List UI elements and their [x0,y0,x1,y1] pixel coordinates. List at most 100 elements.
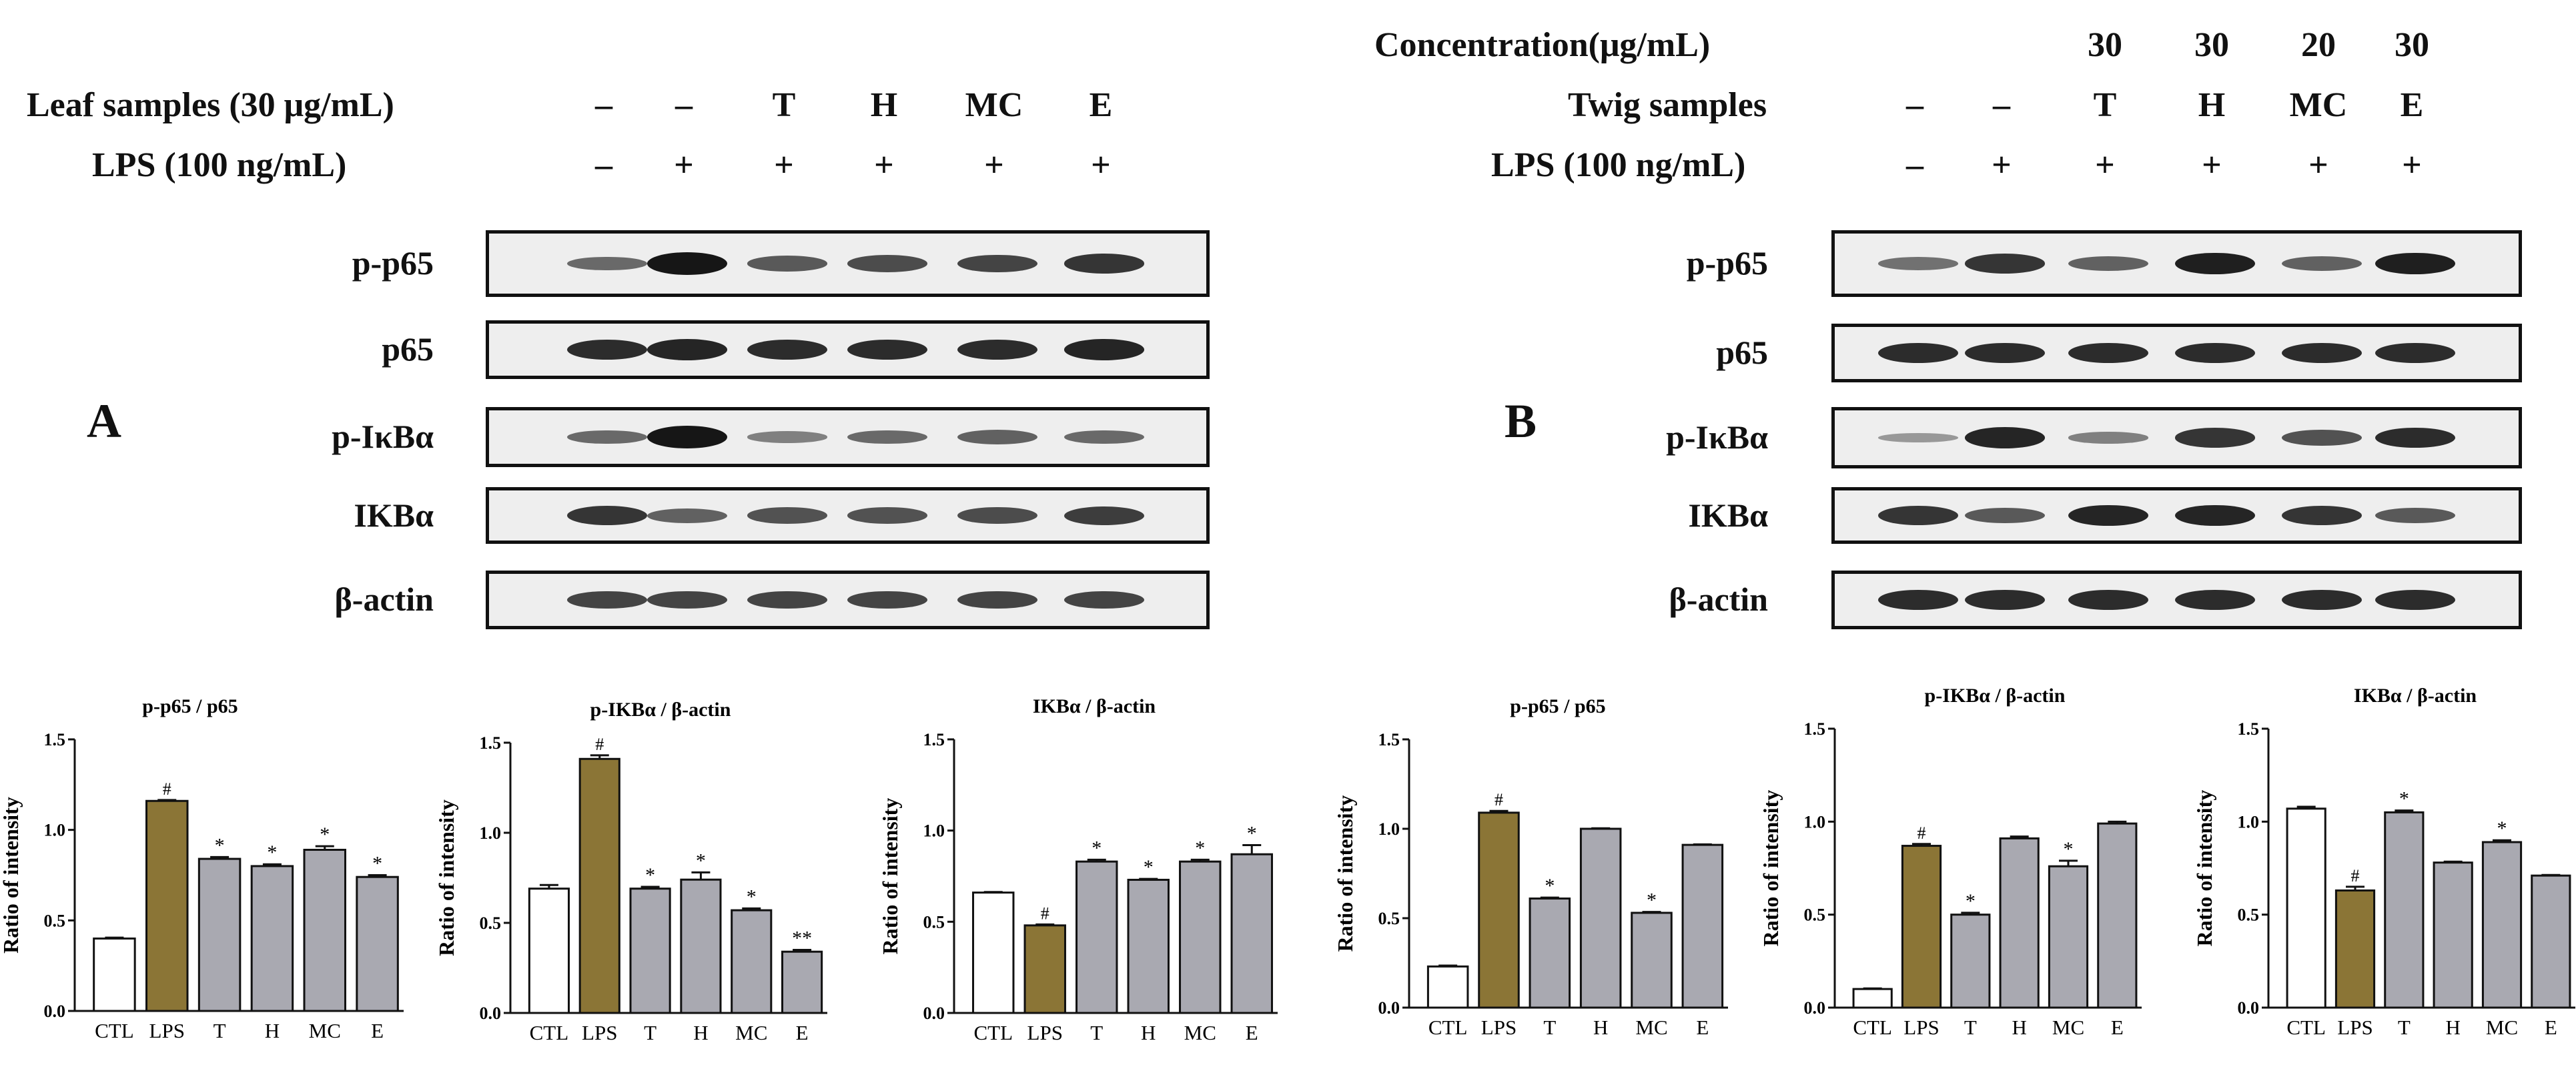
x-tick-label: T [644,1021,657,1044]
x-tick-label: CTL [95,1019,134,1042]
x-tick-label: LPS [1481,1016,1517,1039]
blot-band [1064,506,1144,525]
x-tick-label: T [2398,1016,2411,1039]
y-tick-label: 0.0 [923,1004,945,1023]
x-tick-label: LPS [582,1021,617,1044]
blot-band [847,507,927,524]
lps-value: + [2402,146,2422,184]
x-tick-label: T [1543,1016,1556,1039]
significance-mark: * [2497,817,2507,839]
significance-mark: * [2399,788,2409,810]
concentration-value: 30 [2194,26,2229,64]
x-tick-label: MC [1184,1021,1216,1044]
blot-row-label: p65 [382,330,434,368]
significance-mark: * [2064,838,2074,860]
blot-band [957,254,1037,273]
blot-row-label: p-IκBα [1666,418,1768,456]
chart-title: p-p65 / p65 [1510,695,1605,717]
blot-row-label: p65 [1716,334,1768,371]
sample-value: – [1906,86,1923,124]
concentration-value: 30 [2395,26,2429,64]
x-tick-label: CTL [2286,1016,2326,1039]
lps-value: + [774,146,794,184]
bar [1681,843,1724,1009]
x-tick-label: MC [2486,1016,2518,1039]
x-tick-label: H [693,1021,708,1044]
panel-label-a: A [87,394,121,448]
leaf-samples-label: Leaf samples (30 μg/mL) [27,86,394,124]
blot-band [2068,256,2148,271]
blot-strip [1831,571,2522,629]
blot-band [2175,589,2255,611]
sample-value: E [2400,86,2424,124]
blot-band [1878,433,1958,442]
blot-band [2375,252,2455,275]
blot-band [2375,342,2455,364]
blot-row-label: IKBα [1688,496,1768,534]
x-tick-label: MC [1635,1016,1667,1039]
y-tick-label: 1.0 [2238,812,2260,831]
lps-value: + [2095,146,2115,184]
bar [1901,845,1942,1009]
x-tick-label: LPS [1027,1021,1063,1044]
bar [2334,889,2376,1009]
sample-value: MC [2289,86,2348,124]
lps-value: + [984,146,1004,184]
x-tick-label: CTL [1428,1016,1468,1039]
bar [1579,827,1622,1009]
sample-value: MC [965,86,1023,124]
blot-band [2068,432,2148,444]
twig-samples-label: Twig samples [1568,86,1767,124]
x-tick-label: E [2111,1016,2124,1039]
blot-strip [1831,230,2522,297]
significance-mark: # [1917,823,1926,843]
blot-band [2375,427,2455,448]
x-tick-label: H [2445,1016,2460,1039]
blot-band [2375,507,2455,524]
significance-mark: # [1494,790,1503,809]
blot-band [747,339,827,360]
blot-band [1878,505,1958,526]
x-tick-label: CTL [1853,1016,1892,1039]
blot-band [1965,342,2045,364]
blot-band [747,591,827,609]
x-tick-label: MC [309,1019,341,1042]
blot-band [1965,254,2045,274]
lps-value: + [674,146,694,184]
y-tick-label: 0.5 [1378,909,1400,928]
blot-row-label: β-actin [1669,581,1768,618]
sample-value: – [595,86,612,124]
significance-mark: * [1545,875,1555,897]
blot-band [567,591,647,609]
x-tick-label: LPS [2337,1016,2373,1039]
significance-mark: * [747,885,757,908]
sample-value: – [1993,86,2010,124]
bar [356,875,399,1012]
bar [1076,860,1118,1014]
y-axis-label: Ratio of intensity [2192,790,2216,947]
bar [2097,822,2138,1009]
bar [2286,807,2326,1009]
blot-band [957,339,1037,360]
bar [1529,898,1571,1009]
sample-value: H [870,86,898,124]
lps-value: + [2202,146,2222,184]
blot-band [2068,342,2148,364]
y-axis-label: Ratio of intensity [0,797,23,954]
blot-strip [486,571,1210,629]
blot-band [1064,339,1144,360]
bar [250,865,294,1012]
bar [1478,811,1520,1009]
y-tick-label: 1.5 [1804,719,1826,739]
bar [578,757,620,1014]
y-tick-label: 1.5 [480,733,502,753]
y-tick-label: 1.5 [2238,719,2260,739]
x-tick-label: CTL [530,1021,569,1044]
blot-band [747,431,827,443]
significance-mark: * [1647,890,1657,912]
y-tick-label: 0.0 [480,1004,502,1023]
bar [93,937,136,1012]
blot-band [2375,589,2455,611]
lps-value: + [1992,146,2012,184]
sample-value: E [1089,86,1113,124]
